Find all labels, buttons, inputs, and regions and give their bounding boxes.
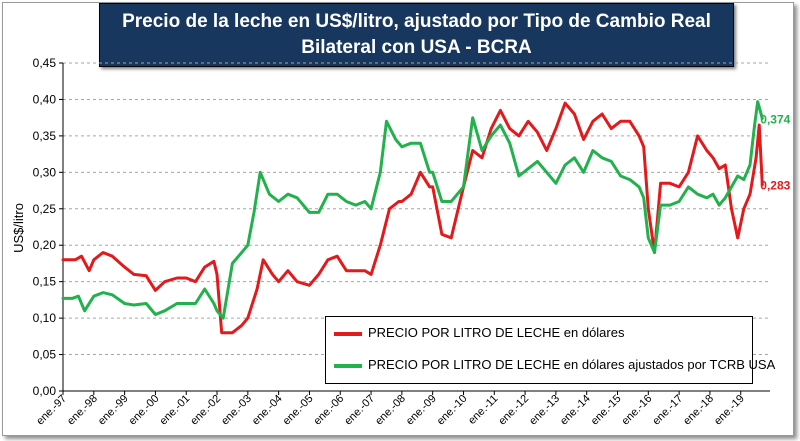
grid-lines	[63, 62, 770, 356]
x-tick-label: ene.-17	[650, 393, 685, 428]
series-lines	[61, 100, 764, 335]
y-tick-label: 0,25	[33, 202, 57, 216]
x-tick-label: ene.-15	[589, 393, 624, 428]
x-tick-label: ene.-03	[219, 393, 254, 428]
x-tick-label: ene.-19	[712, 393, 747, 428]
legend-label-red: PRECIO POR LITRO DE LECHE en dólares	[368, 325, 625, 340]
x-tick-label: ene.-10	[435, 393, 470, 428]
x-tick-label: ene.-00	[127, 393, 162, 428]
x-tick-label: ene.-01	[157, 393, 192, 428]
legend: PRECIO POR LITRO DE LECHE en dólares PRE…	[325, 316, 775, 384]
y-tick-label: 0,10	[33, 311, 57, 325]
y-tick-label: 0,45	[33, 56, 57, 70]
x-tick-label: ene.-12	[496, 393, 531, 428]
legend-item-red: PRECIO POR LITRO DE LECHE en dólares	[334, 323, 624, 343]
y-tick-label: 0,15	[33, 275, 57, 289]
x-tick-label: ene.-13	[527, 393, 562, 428]
x-tick-label: ene.-99	[96, 393, 131, 428]
y-tick-label: 0,00	[33, 384, 57, 398]
y-tick-label: 0,35	[33, 129, 57, 143]
series-end-label-2: 0,374	[760, 112, 790, 126]
y-axis-label: US$/litro	[11, 203, 26, 253]
series-line-2	[61, 100, 764, 320]
x-tick-label: ene.-02	[188, 393, 223, 428]
legend-item-green: PRECIO POR LITRO DE LECHE en dólares aju…	[334, 355, 775, 375]
chart-title-box: Precio de la leche en US$/litro, ajustad…	[99, 3, 734, 67]
x-tick-label: ene.-08	[373, 393, 408, 428]
legend-swatch-green	[334, 363, 362, 368]
end-labels: 0,283 0,374	[760, 112, 790, 192]
y-tick-label: 0,05	[33, 348, 57, 362]
series-line-1	[61, 101, 764, 335]
x-tick-label: ene.-07	[342, 393, 377, 428]
y-tick-labels: 0,00 0,05 0,10 0,15 0,20 0,25 0,30 0,35 0,40 0,45	[33, 56, 63, 398]
chart-title-line-2: Bilateral con USA - BCRA	[301, 37, 532, 58]
y-tick-label: 0,20	[33, 238, 57, 252]
y-tick-label: 0,30	[33, 165, 57, 179]
x-tick-label: ene.-18	[681, 393, 716, 428]
axes	[62, 63, 770, 392]
x-tick-label: ene.-11	[466, 393, 500, 427]
series-end-label-1: 0,283	[760, 179, 790, 193]
x-tick-label: ene.-05	[281, 393, 316, 428]
x-tick-label: ene.-14	[558, 393, 593, 428]
x-tick-label: ene.-09	[404, 393, 439, 428]
x-tick-label: ene.-16	[620, 393, 655, 428]
x-tick-label: ene.-06	[312, 393, 347, 428]
y-tick-label: 0,40	[33, 92, 57, 106]
x-tick-label: ene.-98	[65, 393, 100, 428]
legend-label-green: PRECIO POR LITRO DE LECHE en dólares aju…	[368, 357, 776, 372]
x-tick-label: ene.-04	[250, 393, 285, 428]
legend-swatch-red	[334, 331, 362, 336]
x-tick-labels: ene.-97ene.-98ene.-99ene.-00ene.-01ene.-…	[34, 391, 747, 428]
chart-title-line-1: Precio de la leche en US$/litro, ajustad…	[122, 11, 711, 32]
